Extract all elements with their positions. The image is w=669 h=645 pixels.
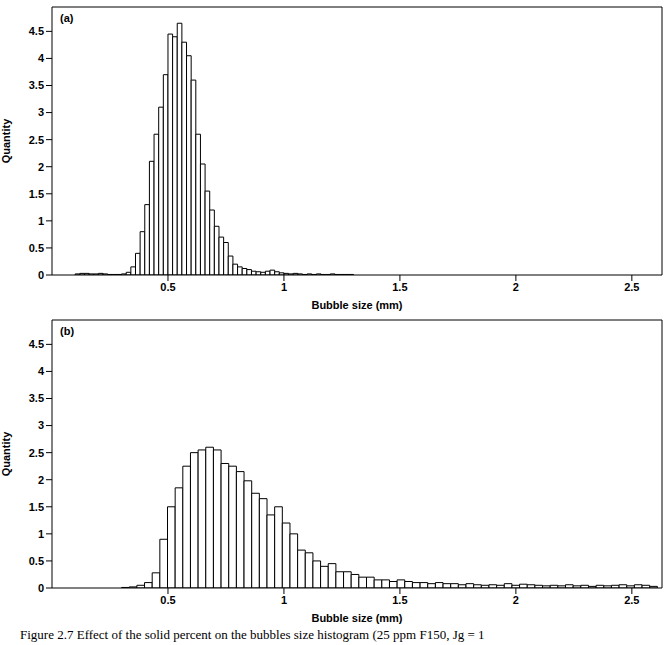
svg-text:2.5: 2.5 [624, 594, 639, 606]
svg-text:1.5: 1.5 [392, 594, 407, 606]
svg-text:Bubble size (mm): Bubble size (mm) [311, 612, 402, 624]
html-text:(b): (b) [60, 325, 74, 337]
svg-text:3.5: 3.5 [29, 79, 44, 91]
svg-text:2.5: 2.5 [624, 281, 639, 293]
svg-text:0.5: 0.5 [29, 242, 44, 254]
svg-text:1.5: 1.5 [29, 188, 44, 200]
svg-text:1: 1 [38, 528, 44, 540]
svg-text:0: 0 [38, 269, 44, 281]
svg-text:4: 4 [38, 52, 45, 64]
svg-text:3: 3 [38, 419, 44, 431]
html-text:(a): (a) [60, 12, 74, 24]
svg-text:3.5: 3.5 [29, 392, 44, 404]
svg-text:4: 4 [38, 365, 45, 377]
svg-text:Quantity: Quantity [8, 431, 12, 476]
svg-text:1: 1 [281, 281, 287, 293]
html-text:Figure 2.7 Effect of the solid: Figure 2.7 Effect of the solid percent o… [20, 627, 485, 642]
svg-text:4.5: 4.5 [29, 338, 44, 350]
svg-text:Bubble size (mm): Bubble size (mm) [311, 299, 402, 311]
svg-text:0.5: 0.5 [160, 594, 175, 606]
svg-text:3: 3 [38, 106, 44, 118]
svg-text:0: 0 [38, 582, 44, 594]
svg-text:1.5: 1.5 [392, 281, 407, 293]
svg-text:0.5: 0.5 [160, 281, 175, 293]
svg-text:2.5: 2.5 [29, 447, 44, 459]
svg-text:2: 2 [38, 474, 44, 486]
svg-text:1: 1 [38, 215, 44, 227]
svg-text:2.5: 2.5 [29, 134, 44, 146]
svg-text:Quantity: Quantity [8, 118, 12, 163]
svg-text:1: 1 [281, 594, 287, 606]
svg-text:0.5: 0.5 [29, 555, 44, 567]
svg-text:2: 2 [513, 594, 519, 606]
svg-text:1.5: 1.5 [29, 501, 44, 513]
svg-text:2: 2 [38, 161, 44, 173]
svg-text:4.5: 4.5 [29, 25, 44, 37]
svg-text:2: 2 [513, 281, 519, 293]
